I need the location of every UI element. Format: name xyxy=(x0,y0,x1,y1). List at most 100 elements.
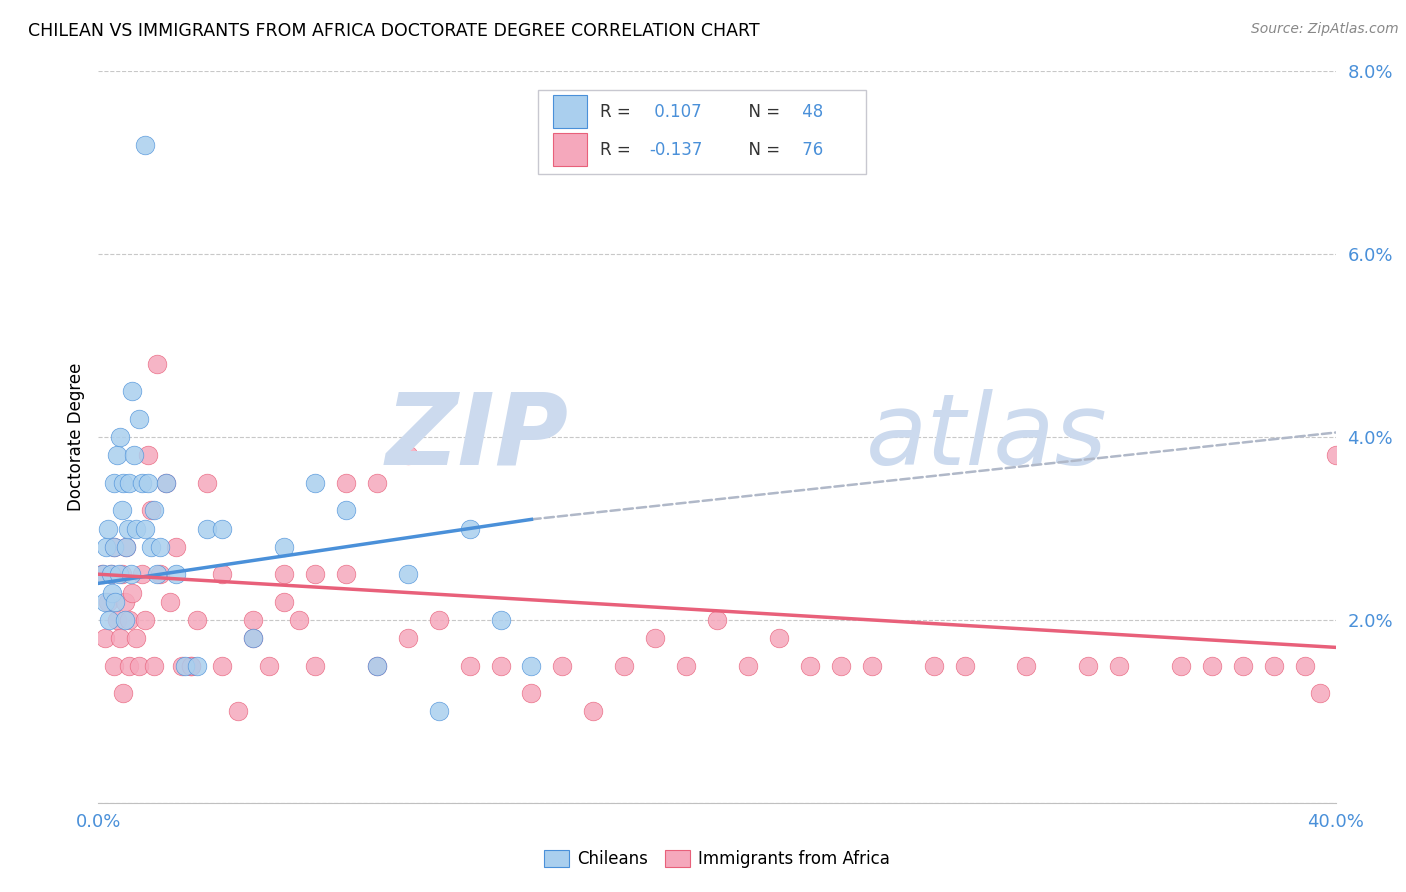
Y-axis label: Doctorate Degree: Doctorate Degree xyxy=(66,363,84,511)
Point xyxy=(366,658,388,673)
Legend: Chileans, Immigrants from Africa: Chileans, Immigrants from Africa xyxy=(537,844,897,875)
Point xyxy=(1263,658,1285,673)
Point xyxy=(143,658,166,673)
Point xyxy=(335,475,357,490)
Text: Source: ZipAtlas.com: Source: ZipAtlas.com xyxy=(1251,22,1399,37)
Point xyxy=(288,613,311,627)
Point xyxy=(155,475,177,490)
Bar xyxy=(553,133,588,166)
Point xyxy=(114,613,136,627)
Point xyxy=(273,594,295,608)
Point xyxy=(830,658,852,673)
Point xyxy=(304,567,326,582)
Text: R =: R = xyxy=(599,141,636,159)
Point xyxy=(520,658,543,673)
Point xyxy=(149,567,172,582)
Point xyxy=(706,613,728,627)
Point xyxy=(134,521,156,535)
Point xyxy=(121,384,143,399)
Point xyxy=(165,540,187,554)
Point xyxy=(117,521,139,535)
Point xyxy=(242,632,264,646)
Point xyxy=(103,475,125,490)
Text: atlas: atlas xyxy=(866,389,1107,485)
Point xyxy=(613,658,636,673)
Point xyxy=(304,658,326,673)
Point xyxy=(799,658,821,673)
Point xyxy=(165,567,187,582)
Point xyxy=(159,594,181,608)
Text: 0.107: 0.107 xyxy=(650,103,702,120)
Point xyxy=(112,475,135,490)
Point xyxy=(186,658,208,673)
Point xyxy=(112,686,135,700)
Point xyxy=(118,658,141,673)
Point xyxy=(146,357,169,371)
Point xyxy=(131,567,153,582)
Point xyxy=(139,503,162,517)
Point xyxy=(97,594,120,608)
Point xyxy=(103,540,125,554)
Point xyxy=(136,449,159,463)
Point xyxy=(180,658,202,673)
Point xyxy=(922,658,945,673)
Point xyxy=(101,585,124,599)
Point xyxy=(1309,686,1331,700)
Point xyxy=(427,705,450,719)
Point xyxy=(1324,449,1347,463)
Text: N =: N = xyxy=(738,141,780,159)
Point xyxy=(100,567,122,582)
Point xyxy=(93,594,115,608)
Point xyxy=(211,658,233,673)
Point xyxy=(427,613,450,627)
Point xyxy=(582,705,605,719)
Bar xyxy=(553,95,588,128)
Text: CHILEAN VS IMMIGRANTS FROM AFRICA DOCTORATE DEGREE CORRELATION CHART: CHILEAN VS IMMIGRANTS FROM AFRICA DOCTOR… xyxy=(28,22,759,40)
Point xyxy=(146,567,169,582)
Point xyxy=(131,475,153,490)
Point xyxy=(105,613,128,627)
Point xyxy=(139,540,162,554)
Point xyxy=(103,658,125,673)
Point xyxy=(108,632,131,646)
Point xyxy=(115,540,138,554)
Point xyxy=(366,475,388,490)
Point xyxy=(155,475,177,490)
Point xyxy=(149,540,172,554)
Point xyxy=(304,475,326,490)
Point xyxy=(124,521,146,535)
Point xyxy=(111,503,132,517)
Point xyxy=(120,567,142,582)
Point xyxy=(396,632,419,646)
Point xyxy=(108,430,131,444)
Point xyxy=(520,686,543,700)
Point xyxy=(489,613,512,627)
Point xyxy=(860,658,883,673)
Point xyxy=(195,521,218,535)
Point xyxy=(134,613,156,627)
Point xyxy=(107,567,129,582)
Point xyxy=(675,658,697,673)
Point xyxy=(96,540,118,554)
Point xyxy=(90,567,112,582)
Point xyxy=(143,503,166,517)
Point xyxy=(105,449,128,463)
Point xyxy=(115,540,138,554)
Point xyxy=(489,658,512,673)
Point xyxy=(226,705,249,719)
Point xyxy=(1077,658,1099,673)
Point xyxy=(335,503,357,517)
Point xyxy=(644,632,666,646)
Point xyxy=(273,540,295,554)
Text: ZIP: ZIP xyxy=(385,389,568,485)
Point xyxy=(104,594,127,608)
Point xyxy=(128,412,150,426)
Point xyxy=(396,449,419,463)
Point xyxy=(1015,658,1038,673)
Point xyxy=(118,475,141,490)
Point xyxy=(366,658,388,673)
Text: -0.137: -0.137 xyxy=(650,141,703,159)
FancyBboxPatch shape xyxy=(537,90,866,174)
Point xyxy=(122,449,145,463)
Point xyxy=(114,594,136,608)
